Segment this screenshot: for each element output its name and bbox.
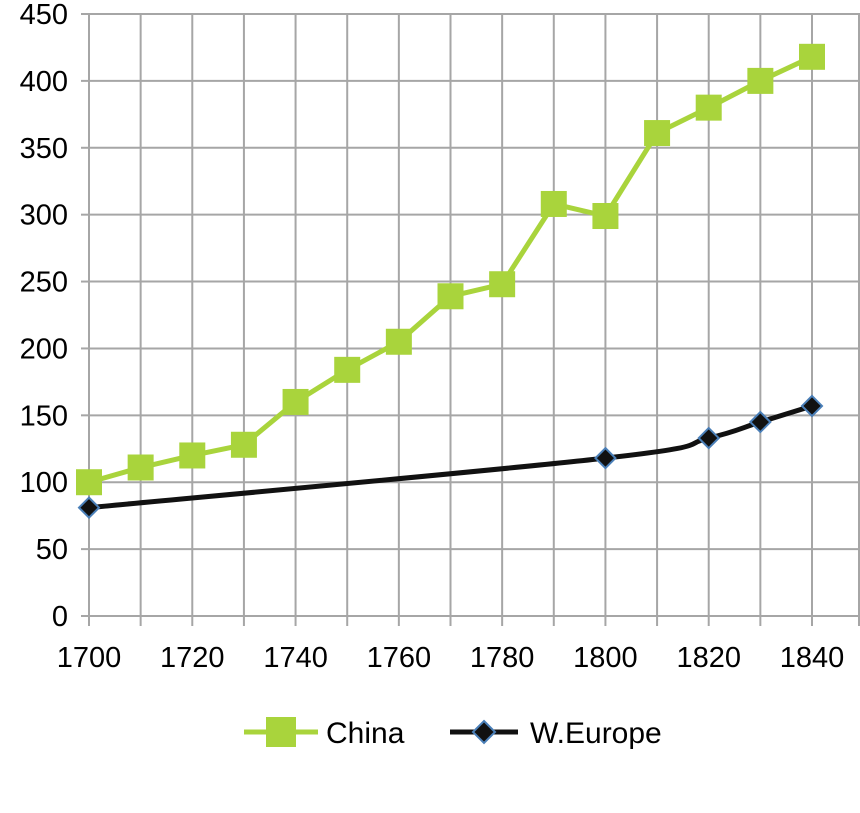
y-tick-label: 0 xyxy=(52,601,68,633)
grid-lines xyxy=(88,13,860,626)
data-point-china-1750 xyxy=(334,356,361,383)
data-point-w-europe-1800 xyxy=(594,446,617,470)
y-tick-label: 100 xyxy=(20,467,68,499)
data-point-china-1720 xyxy=(179,442,206,469)
data-point-w-europe-1700 xyxy=(77,496,101,520)
x-tick-label: 1840 xyxy=(780,642,845,674)
data-point-china-1730 xyxy=(230,431,257,458)
y-tick-label: 350 xyxy=(20,133,68,165)
y-tick-label: 150 xyxy=(20,400,68,432)
y-tick-label: 250 xyxy=(20,267,68,299)
data-point-china-1820 xyxy=(695,94,722,121)
data-point-w-europe-1820 xyxy=(697,426,721,450)
x-tick-label: 1720 xyxy=(160,642,225,674)
data-point-china-1700 xyxy=(76,469,102,496)
data-point-china-1790 xyxy=(540,190,567,217)
legend-item-w-europe: W.Europe xyxy=(450,717,662,750)
x-tick-label: 1760 xyxy=(367,642,432,674)
data-point-china-1810 xyxy=(644,120,671,147)
y-tick-label: 200 xyxy=(20,333,68,365)
x-tick-label: 1800 xyxy=(573,642,638,674)
data-point-china-1760 xyxy=(385,328,412,355)
y-tick-label: 300 xyxy=(20,200,68,232)
data-point-w-europe-1830 xyxy=(748,410,772,434)
data-point-china-1780 xyxy=(489,271,516,298)
legend-label-china: China xyxy=(326,717,405,750)
x-axis-tick-labels: 1700 1720 1740 1760 1780 1800 1820 1840 xyxy=(57,642,845,674)
y-tick-label: 400 xyxy=(20,66,68,98)
data-point-w-europe-1840 xyxy=(800,394,824,418)
legend-label-w-europe: W.Europe xyxy=(530,717,662,750)
data-point-china-1740 xyxy=(282,388,309,415)
y-tick-label: 450 xyxy=(20,0,68,31)
x-tick-label: 1700 xyxy=(57,642,122,674)
data-point-china-1840 xyxy=(799,43,825,70)
legend-item-china: China xyxy=(244,717,405,750)
x-tick-label: 1740 xyxy=(263,642,328,674)
data-point-china-1710 xyxy=(127,454,154,481)
legend-marker-china xyxy=(266,717,296,747)
series-layer xyxy=(76,43,825,520)
data-point-china-1770 xyxy=(437,283,464,310)
x-tick-label: 1820 xyxy=(676,642,741,674)
y-tick-label: 50 xyxy=(36,534,68,566)
data-point-china-1830 xyxy=(747,67,774,94)
x-tick-label: 1780 xyxy=(470,642,535,674)
legend-marker-w-europe xyxy=(471,719,497,745)
legend: China W.Europe xyxy=(244,717,662,750)
y-axis-tick-labels: 0 50 100 150 200 250 300 350 400 450 xyxy=(20,0,68,633)
axes xyxy=(81,13,860,617)
data-point-china-1800 xyxy=(592,203,619,230)
